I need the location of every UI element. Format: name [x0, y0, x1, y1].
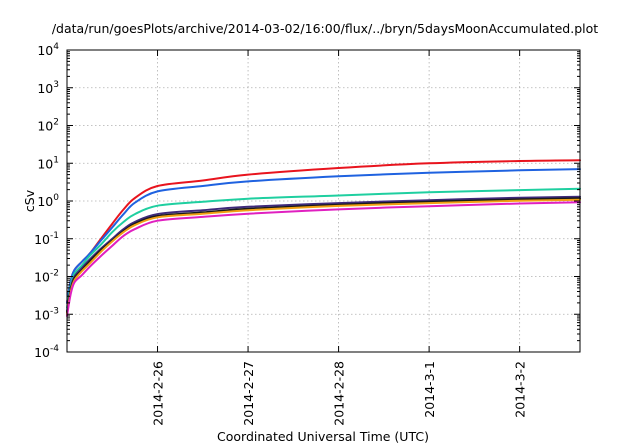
x-tick-label: 2014-2-26	[151, 361, 166, 426]
series-line-7	[66, 201, 581, 317]
x-axis-label: Coordinated Universal Time (UTC)	[217, 429, 429, 444]
series-line-1	[66, 159, 581, 304]
y-tick-label: 100	[37, 193, 59, 209]
chart-title: /data/run/goesPlots/archive/2014-03-02/1…	[52, 21, 598, 36]
y-tick-label: 102	[37, 118, 59, 134]
series-line-2	[66, 168, 581, 304]
y-tick-label: 104	[37, 42, 59, 58]
series-line-3	[66, 187, 581, 309]
y-tick-label: 10-2	[34, 269, 59, 285]
series-line-4	[66, 195, 581, 313]
x-tick-label: 2014-2-27	[241, 361, 256, 426]
series-group	[66, 159, 581, 317]
y-tick-label: 101	[37, 155, 59, 171]
grid	[67, 50, 580, 352]
y-tick-label: 10-4	[34, 344, 59, 360]
series-line-6	[66, 198, 581, 316]
x-tick-label: 2014-2-28	[332, 361, 347, 426]
y-tick-label: 103	[37, 80, 59, 96]
y-tick-label: 10-3	[34, 306, 59, 322]
y-axis-label: cSv	[22, 189, 37, 212]
x-tick-label: 2014-3-1	[422, 361, 437, 418]
x-tick-label: 2014-3-2	[513, 361, 528, 418]
series-line-5	[66, 197, 581, 314]
y-tick-label: 10-1	[34, 231, 59, 247]
x-axis: 2014-2-26 2014-2-27 2014-2-28 2014-3-1 2014-…	[151, 50, 528, 426]
